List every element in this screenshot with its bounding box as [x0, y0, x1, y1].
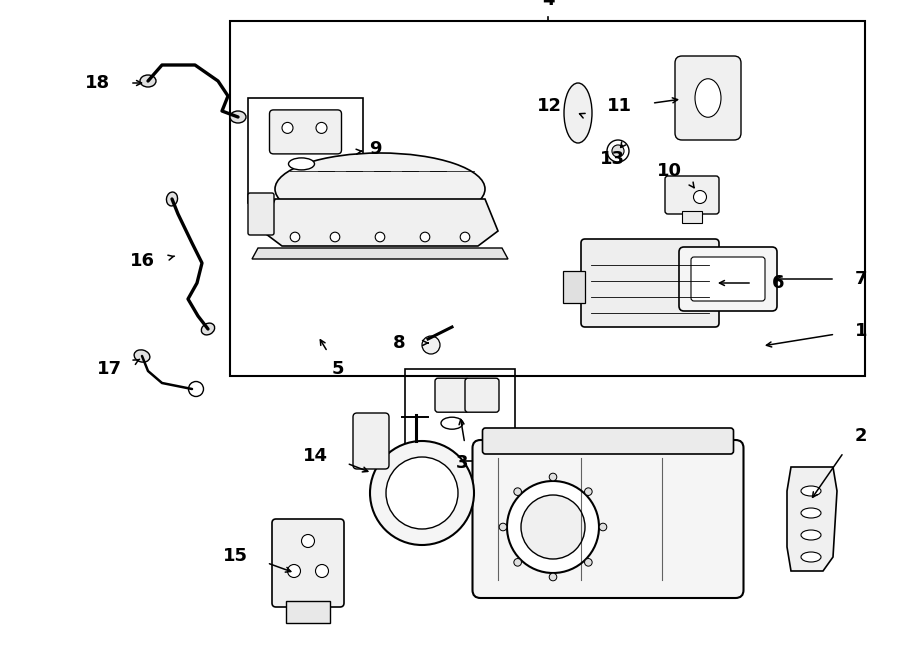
FancyBboxPatch shape: [465, 378, 499, 412]
Ellipse shape: [140, 75, 156, 87]
Bar: [682, 211, 702, 223]
Circle shape: [585, 488, 592, 496]
Text: 6: 6: [772, 274, 785, 292]
FancyBboxPatch shape: [675, 56, 741, 140]
Ellipse shape: [202, 323, 215, 335]
Circle shape: [607, 140, 629, 162]
Ellipse shape: [801, 530, 821, 540]
Text: 11: 11: [607, 97, 632, 115]
FancyBboxPatch shape: [472, 440, 743, 598]
Text: 4: 4: [542, 0, 554, 9]
FancyBboxPatch shape: [353, 413, 389, 469]
Circle shape: [507, 481, 599, 573]
Ellipse shape: [564, 83, 592, 143]
Ellipse shape: [801, 508, 821, 518]
Bar: [248, 98, 363, 203]
Circle shape: [514, 559, 521, 566]
Text: 7: 7: [855, 270, 868, 288]
Circle shape: [599, 524, 607, 531]
Ellipse shape: [134, 350, 150, 362]
FancyBboxPatch shape: [272, 519, 344, 607]
Polygon shape: [252, 248, 508, 259]
Text: 10: 10: [657, 162, 682, 180]
Circle shape: [375, 232, 385, 242]
Ellipse shape: [801, 486, 821, 496]
Ellipse shape: [441, 417, 463, 429]
Circle shape: [612, 145, 624, 157]
FancyBboxPatch shape: [581, 239, 719, 327]
Circle shape: [521, 495, 585, 559]
Text: 14: 14: [303, 447, 328, 465]
Text: 16: 16: [130, 252, 155, 270]
Circle shape: [386, 457, 458, 529]
Ellipse shape: [695, 79, 721, 117]
FancyBboxPatch shape: [269, 110, 341, 154]
Text: 12: 12: [537, 97, 562, 115]
FancyBboxPatch shape: [435, 378, 469, 412]
FancyBboxPatch shape: [691, 257, 765, 301]
Circle shape: [302, 535, 314, 547]
Text: 5: 5: [332, 360, 344, 378]
Circle shape: [460, 232, 470, 242]
Text: 18: 18: [85, 74, 110, 92]
FancyBboxPatch shape: [679, 247, 777, 311]
Bar: [286, 601, 330, 623]
Ellipse shape: [801, 552, 821, 562]
Circle shape: [330, 232, 340, 242]
Circle shape: [282, 122, 293, 134]
Text: 2: 2: [855, 427, 868, 445]
Text: 1: 1: [855, 322, 868, 340]
Text: 9: 9: [370, 140, 382, 158]
Text: 8: 8: [392, 334, 405, 352]
Ellipse shape: [230, 111, 246, 123]
FancyBboxPatch shape: [248, 193, 274, 235]
Circle shape: [500, 524, 507, 531]
Circle shape: [188, 381, 203, 397]
Text: 17: 17: [97, 360, 122, 378]
Circle shape: [370, 441, 474, 545]
Bar: [230, 21, 865, 376]
Text: 3: 3: [455, 454, 468, 472]
Circle shape: [549, 473, 557, 481]
Polygon shape: [262, 199, 498, 246]
Text: 15: 15: [223, 547, 248, 565]
Ellipse shape: [289, 158, 314, 170]
Circle shape: [420, 232, 430, 242]
Circle shape: [316, 564, 328, 578]
Text: 13: 13: [599, 150, 625, 168]
Circle shape: [585, 559, 592, 566]
FancyBboxPatch shape: [665, 176, 719, 214]
Circle shape: [287, 564, 301, 578]
Bar: [563, 271, 585, 303]
Polygon shape: [787, 467, 837, 571]
Circle shape: [549, 573, 557, 581]
Circle shape: [422, 336, 440, 354]
FancyBboxPatch shape: [482, 428, 734, 454]
Circle shape: [694, 190, 706, 204]
Circle shape: [514, 488, 521, 496]
Circle shape: [290, 232, 300, 242]
Ellipse shape: [275, 153, 485, 225]
Bar: [405, 369, 515, 461]
Ellipse shape: [166, 192, 177, 206]
Circle shape: [316, 122, 327, 134]
